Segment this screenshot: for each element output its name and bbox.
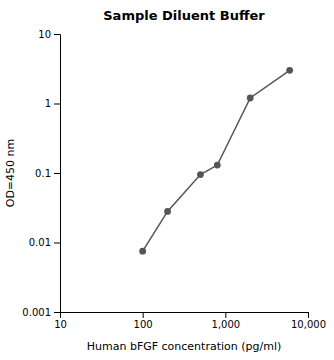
x-axis-tick-mark bbox=[225, 312, 226, 318]
data-point bbox=[214, 162, 221, 169]
data-point bbox=[139, 248, 146, 255]
x-axis-tick: 100 bbox=[134, 312, 153, 330]
x-axis-line bbox=[61, 313, 309, 319]
x-axis-tick-mark bbox=[143, 312, 144, 318]
data-point bbox=[197, 171, 204, 178]
data-line bbox=[143, 70, 290, 251]
y-axis-title: OD=450 nm bbox=[4, 139, 17, 208]
y-axis-tick-mark bbox=[54, 312, 60, 313]
x-axis-tick-label: 1,000 bbox=[212, 319, 241, 330]
x-axis-tick-label: 100 bbox=[134, 319, 153, 330]
x-axis-tick: 1,000 bbox=[212, 312, 241, 330]
plot-area: 10 100 1,000 10,000 0.001 0.01 0.1 1 10 bbox=[22, 29, 326, 330]
y-axis-tick-label: 0.1 bbox=[35, 168, 51, 179]
y-axis: 0.001 0.01 0.1 1 10 bbox=[22, 29, 60, 318]
chart: 10 100 1,000 10,000 0.001 0.01 0.1 1 10 Sample Di… bbox=[0, 0, 334, 360]
y-axis-tick-mark bbox=[54, 104, 60, 105]
x-axis-tick-mark bbox=[308, 312, 309, 318]
x-axis-title: Human bFGF concentration (pg/ml) bbox=[87, 340, 282, 353]
y-axis-tick: 0.01 bbox=[29, 237, 60, 248]
data-point bbox=[286, 67, 293, 74]
data-point bbox=[164, 208, 171, 215]
y-axis-tick: 0.001 bbox=[22, 307, 60, 318]
data-point bbox=[247, 95, 254, 102]
data-layer bbox=[139, 67, 293, 255]
y-axis-tick-label: 0.001 bbox=[22, 307, 51, 318]
title: Sample Diluent Buffer bbox=[103, 8, 265, 23]
x-axis-tick-label: 10,000 bbox=[291, 319, 326, 330]
y-axis-tick-label: 0.01 bbox=[29, 237, 51, 248]
y-axis-tick: 0.1 bbox=[35, 168, 60, 179]
x-axis-tick: 10,000 bbox=[291, 312, 326, 330]
y-axis-tick: 1 bbox=[45, 98, 60, 109]
x-axis-tick-label: 10 bbox=[54, 319, 67, 330]
y-axis-tick-mark bbox=[54, 243, 60, 244]
x-axis-tick: 10 bbox=[54, 312, 67, 330]
y-axis-tick-mark bbox=[54, 34, 60, 35]
y-axis-tick-mark bbox=[54, 173, 60, 174]
y-axis-tick-label: 10 bbox=[38, 29, 51, 40]
x-axis: 10 100 1,000 10,000 bbox=[54, 312, 326, 330]
y-axis-tick-label: 1 bbox=[45, 98, 51, 109]
y-axis-line bbox=[54, 35, 61, 313]
y-axis-tick: 10 bbox=[38, 29, 60, 40]
